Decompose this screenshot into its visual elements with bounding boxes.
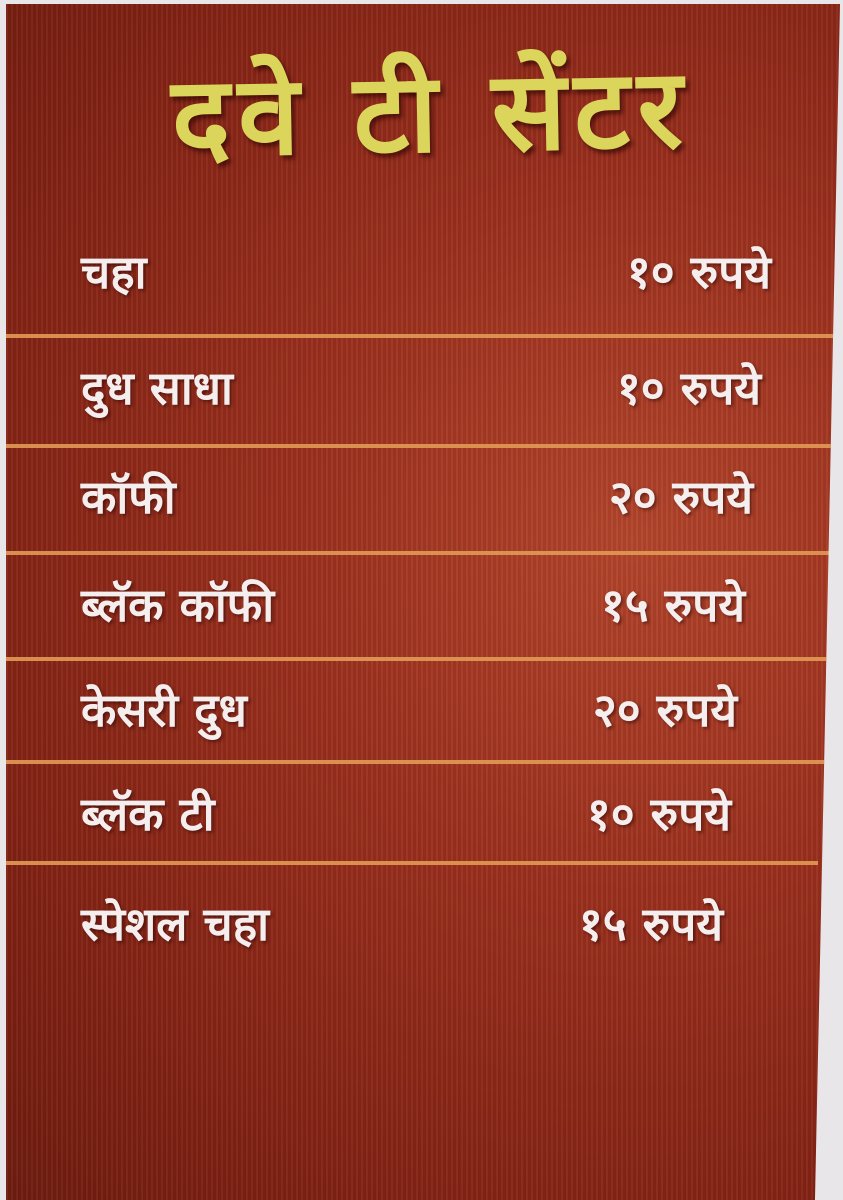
item-name: केसरी दुध	[81, 683, 247, 737]
item-name: ब्लॅक टी	[81, 787, 215, 841]
menu-item: कॉफी २० रुपये	[81, 451, 753, 541]
divider	[6, 334, 840, 338]
menu-item: केसरी दुध २० रुपये	[81, 664, 737, 754]
item-price: १५ रुपये	[578, 897, 723, 951]
item-name: ब्लॅक कॉफी	[81, 578, 275, 632]
divider	[6, 444, 836, 448]
item-name: कॉफी	[81, 470, 176, 524]
menu-item: ब्लॅक कॉफी १५ रुपये	[81, 559, 745, 649]
divider	[6, 760, 824, 764]
divider	[6, 861, 818, 865]
menu-item: चहा १० रुपये	[81, 226, 771, 316]
menu-board: दवे टी सेंटर चहा १० रुपये दुध साधा १० रुपय…	[6, 4, 840, 1200]
divider	[6, 551, 832, 555]
item-name: दुध साधा	[81, 361, 233, 415]
item-price: १० रुपये	[626, 245, 771, 299]
menu-item: ब्लॅक टी १० रुपये	[81, 768, 731, 858]
menu-item: स्पेशल चहा १५ रुपये	[81, 878, 723, 968]
divider	[6, 657, 828, 661]
shop-title: दवे टी सेंटर	[170, 44, 692, 182]
item-price: २० रुपये	[608, 470, 753, 524]
item-name: स्पेशल चहा	[81, 897, 270, 951]
item-price: १५ रुपये	[600, 578, 745, 632]
item-price: २० रुपये	[592, 683, 737, 737]
item-name: चहा	[81, 245, 147, 299]
item-price: १० रुपये	[586, 787, 731, 841]
item-price: १० रुपये	[616, 361, 761, 415]
menu-item: दुध साधा १० रुपये	[81, 342, 761, 432]
